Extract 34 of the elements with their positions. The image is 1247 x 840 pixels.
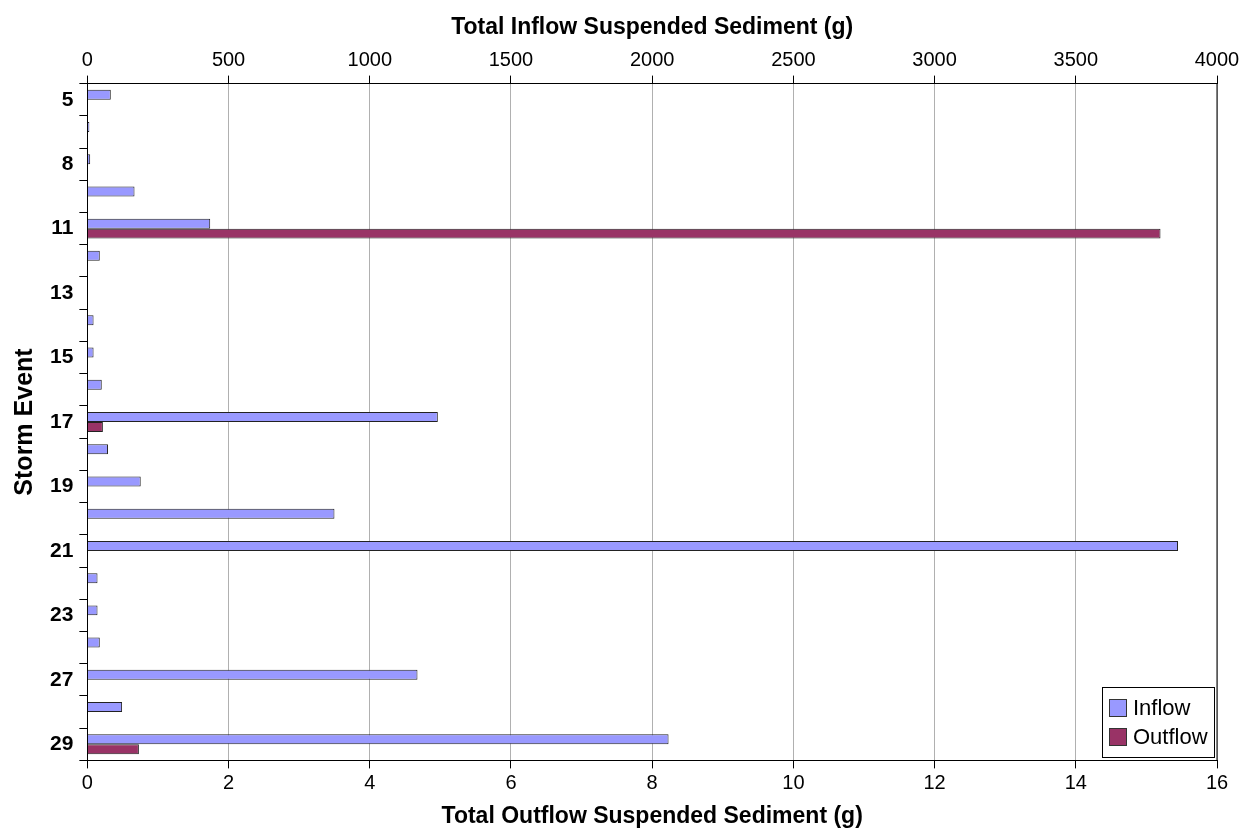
x-tick-label: 8	[646, 770, 658, 793]
y-tick-label: 11	[51, 215, 74, 239]
x2-tick-label: 2500	[771, 48, 816, 71]
y-tick-label: 5	[61, 86, 74, 110]
x2-tick-label: 3000	[912, 48, 957, 71]
y-tick-label: 8	[61, 150, 74, 174]
x-tick-label: 6	[505, 770, 517, 793]
x-tick-label: 12	[923, 770, 946, 793]
y-tick-label: 17	[50, 408, 74, 432]
x2-tick-label: 3500	[1053, 48, 1099, 71]
x2-tick-label: 4000	[1194, 48, 1240, 71]
y-tick-label: 13	[50, 279, 74, 303]
y-axis-title: Storm Event	[8, 347, 37, 496]
y-tick-label: 23	[50, 602, 74, 626]
x-tick-label: 0	[81, 770, 93, 793]
y-tick-label: 21	[50, 537, 74, 561]
y-tick-label: 29	[50, 731, 74, 755]
y-tick-label: 15	[50, 344, 74, 368]
x2-tick-label: 2000	[629, 48, 675, 71]
legend-label: Outflow	[1133, 724, 1208, 751]
x-tick-label: 2	[223, 770, 235, 793]
x-axis-title: Total Outflow Suspended Sediment (g)	[441, 801, 863, 828]
x-tick-label: 16	[1205, 770, 1229, 793]
x-tick-label: 4	[364, 770, 376, 793]
x2-tick-label: 0	[81, 48, 93, 71]
legend-label: Inflow	[1133, 695, 1191, 722]
x-tick-label: 14	[1064, 770, 1087, 793]
x2-tick-label: 500	[211, 48, 246, 71]
x2-tick-label: 1500	[488, 48, 534, 71]
x2-axis-title: Total Inflow Suspended Sediment (g)	[451, 13, 854, 40]
x2-tick-label: 1000	[347, 48, 393, 71]
y-tick-label: 27	[50, 666, 74, 690]
x-tick-label: 10	[782, 770, 805, 793]
y-tick-label: 19	[50, 473, 74, 497]
